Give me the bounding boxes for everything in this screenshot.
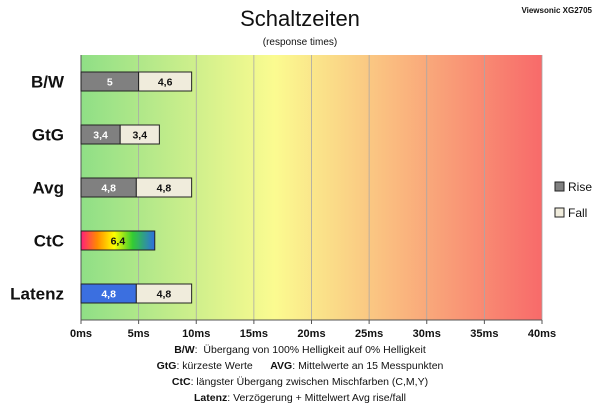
note-text: Verzögerung + Mittelwert Avg rise/fall	[233, 392, 406, 404]
x-tick-label: 25ms	[355, 328, 383, 340]
note-text: Mittelwerte an 15 Messpunkten	[298, 360, 444, 372]
note-key: AVG	[270, 360, 293, 372]
data-label-fall: 3,4	[132, 130, 147, 142]
x-tick-label: 20ms	[297, 328, 325, 340]
bar-fall	[119, 124, 160, 145]
x-tick-label: 10ms	[182, 328, 210, 340]
x-tick-label: 5ms	[128, 328, 150, 340]
legend-swatch-fall	[554, 207, 565, 218]
note-sep: :	[292, 360, 296, 372]
x-tick-label: 40ms	[528, 328, 556, 340]
note-text: Übergang von 100% Helligkeit auf 0% Hell…	[203, 344, 426, 356]
note-text: kürzeste Werte	[182, 360, 253, 372]
category-label: Latenz	[10, 285, 64, 304]
legend-swatch-rise	[554, 181, 565, 192]
category-label: B/W	[31, 73, 65, 92]
note-line: B/W: Übergang von 100% Helligkeit auf 0%…	[0, 342, 600, 358]
note-key: CtC	[171, 376, 191, 388]
x-tick-label: 0ms	[70, 328, 92, 340]
notes: B/W: Übergang von 100% Helligkeit auf 0%…	[0, 342, 600, 406]
note-key: GtG	[156, 360, 177, 372]
note-sep: :	[194, 344, 198, 356]
chart-title: Schaltzeiten	[240, 6, 360, 31]
note-line: Latenz: Verzögerung + Mittelwert Avg ris…	[0, 390, 600, 406]
x-tick-label: 15ms	[240, 328, 268, 340]
data-label-fall: 4,8	[157, 289, 172, 301]
bar-fall	[135, 177, 193, 198]
data-label-rise: 6,4	[111, 236, 126, 248]
bar-fall	[135, 283, 193, 304]
note-line: CtC: längster Übergang zwischen Mischfar…	[0, 374, 600, 390]
data-label-rise: 4,8	[101, 183, 116, 195]
note-sep: :	[176, 360, 180, 372]
note-sep: :	[190, 376, 194, 388]
note-line: GtG: kürzeste Werte AVG: Mittelwerte an …	[0, 358, 600, 374]
chart-subtitle: (response times)	[262, 37, 338, 48]
bar-rise	[80, 230, 156, 251]
data-label-rise: 5	[107, 77, 113, 89]
category-label: Avg	[33, 179, 65, 198]
note-text: längster Übergang zwischen Mischfarben (…	[196, 376, 429, 388]
category-label: GtG	[32, 126, 64, 145]
legend-label-rise: Rise	[568, 180, 592, 194]
data-label-fall: 4,6	[158, 77, 173, 89]
note-key: B/W	[174, 344, 195, 356]
category-label: CtC	[34, 232, 64, 251]
source-label: Viewsonic XG2705	[521, 6, 592, 15]
x-tick-label: 35ms	[470, 328, 498, 340]
plot-area: 0ms 5ms 10ms 15ms 20ms 25ms 30ms 35ms 40ms B/W 5 4,…	[10, 55, 592, 340]
data-label-rise: 3,4	[93, 130, 108, 142]
note-key: Latenz	[194, 392, 228, 404]
data-label-rise: 4,8	[101, 289, 116, 301]
bar-fall	[138, 71, 193, 92]
note-sep: :	[227, 392, 231, 404]
x-tick-label: 30ms	[413, 328, 441, 340]
legend-label-fall: Fall	[568, 206, 587, 220]
data-label-fall: 4,8	[157, 183, 172, 195]
